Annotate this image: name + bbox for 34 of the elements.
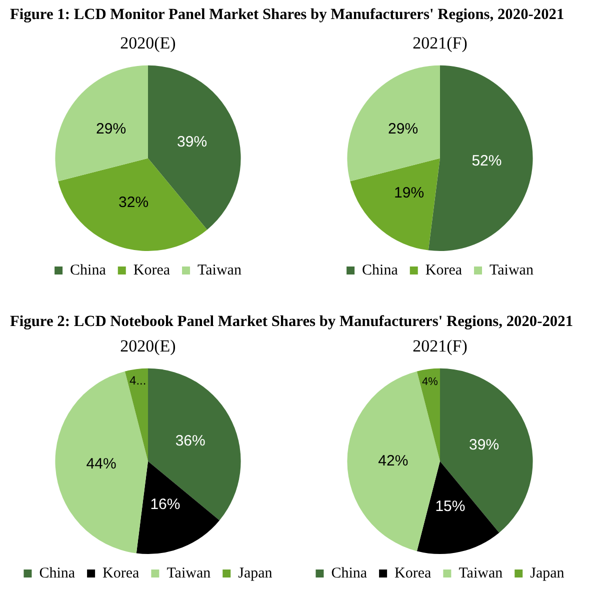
data-label: 15% bbox=[435, 498, 466, 516]
chart-subtitle: 2020(E) bbox=[120, 34, 176, 53]
chart-subtitle: 2021(F) bbox=[412, 34, 468, 53]
data-label: 29% bbox=[388, 120, 418, 138]
data-label: 39% bbox=[177, 133, 208, 150]
chart-subtitle: 2021(F) bbox=[412, 336, 468, 356]
legend-label: Taiwan bbox=[490, 262, 534, 278]
chart-subtitle: 2020(E) bbox=[120, 336, 176, 356]
legend-label: Korea bbox=[102, 565, 140, 582]
data-label: 16% bbox=[150, 496, 180, 513]
text: Figure 1: LCD Monitor Panel Market Shares by Manufacturers' Regions, 2020-2021 bbox=[10, 5, 564, 25]
data-label: 19% bbox=[394, 184, 424, 202]
data-label: 29% bbox=[96, 120, 126, 138]
data-label: 42% bbox=[378, 452, 408, 470]
data-label: 36% bbox=[175, 432, 206, 450]
data-label: 44% bbox=[86, 455, 116, 472]
legend-label: Korea bbox=[394, 565, 432, 582]
legend-label: China bbox=[331, 565, 368, 582]
legend-label: China bbox=[39, 565, 76, 582]
legend-label: Japan bbox=[530, 565, 565, 582]
data-label: 39% bbox=[469, 436, 500, 454]
legend-label: Korea bbox=[425, 262, 462, 278]
data-label: 32% bbox=[118, 194, 149, 211]
legend-label: Taiwan bbox=[458, 565, 504, 582]
data-label: 4% bbox=[422, 376, 438, 388]
chart-title: Figure 2: LCD Notebook Panel Market Shares by Manufacturers' Regions, 2020-2021 bbox=[10, 312, 574, 332]
legend-label: China bbox=[70, 262, 106, 278]
legend-label: Japan bbox=[238, 565, 273, 582]
data-label: 52% bbox=[472, 152, 502, 170]
legend-label: Korea bbox=[133, 262, 170, 278]
legend-label: Taiwan bbox=[198, 262, 242, 278]
legend-label: Taiwan bbox=[166, 565, 212, 582]
legend-label: China bbox=[362, 262, 398, 278]
data-label: 4... bbox=[130, 373, 146, 388]
